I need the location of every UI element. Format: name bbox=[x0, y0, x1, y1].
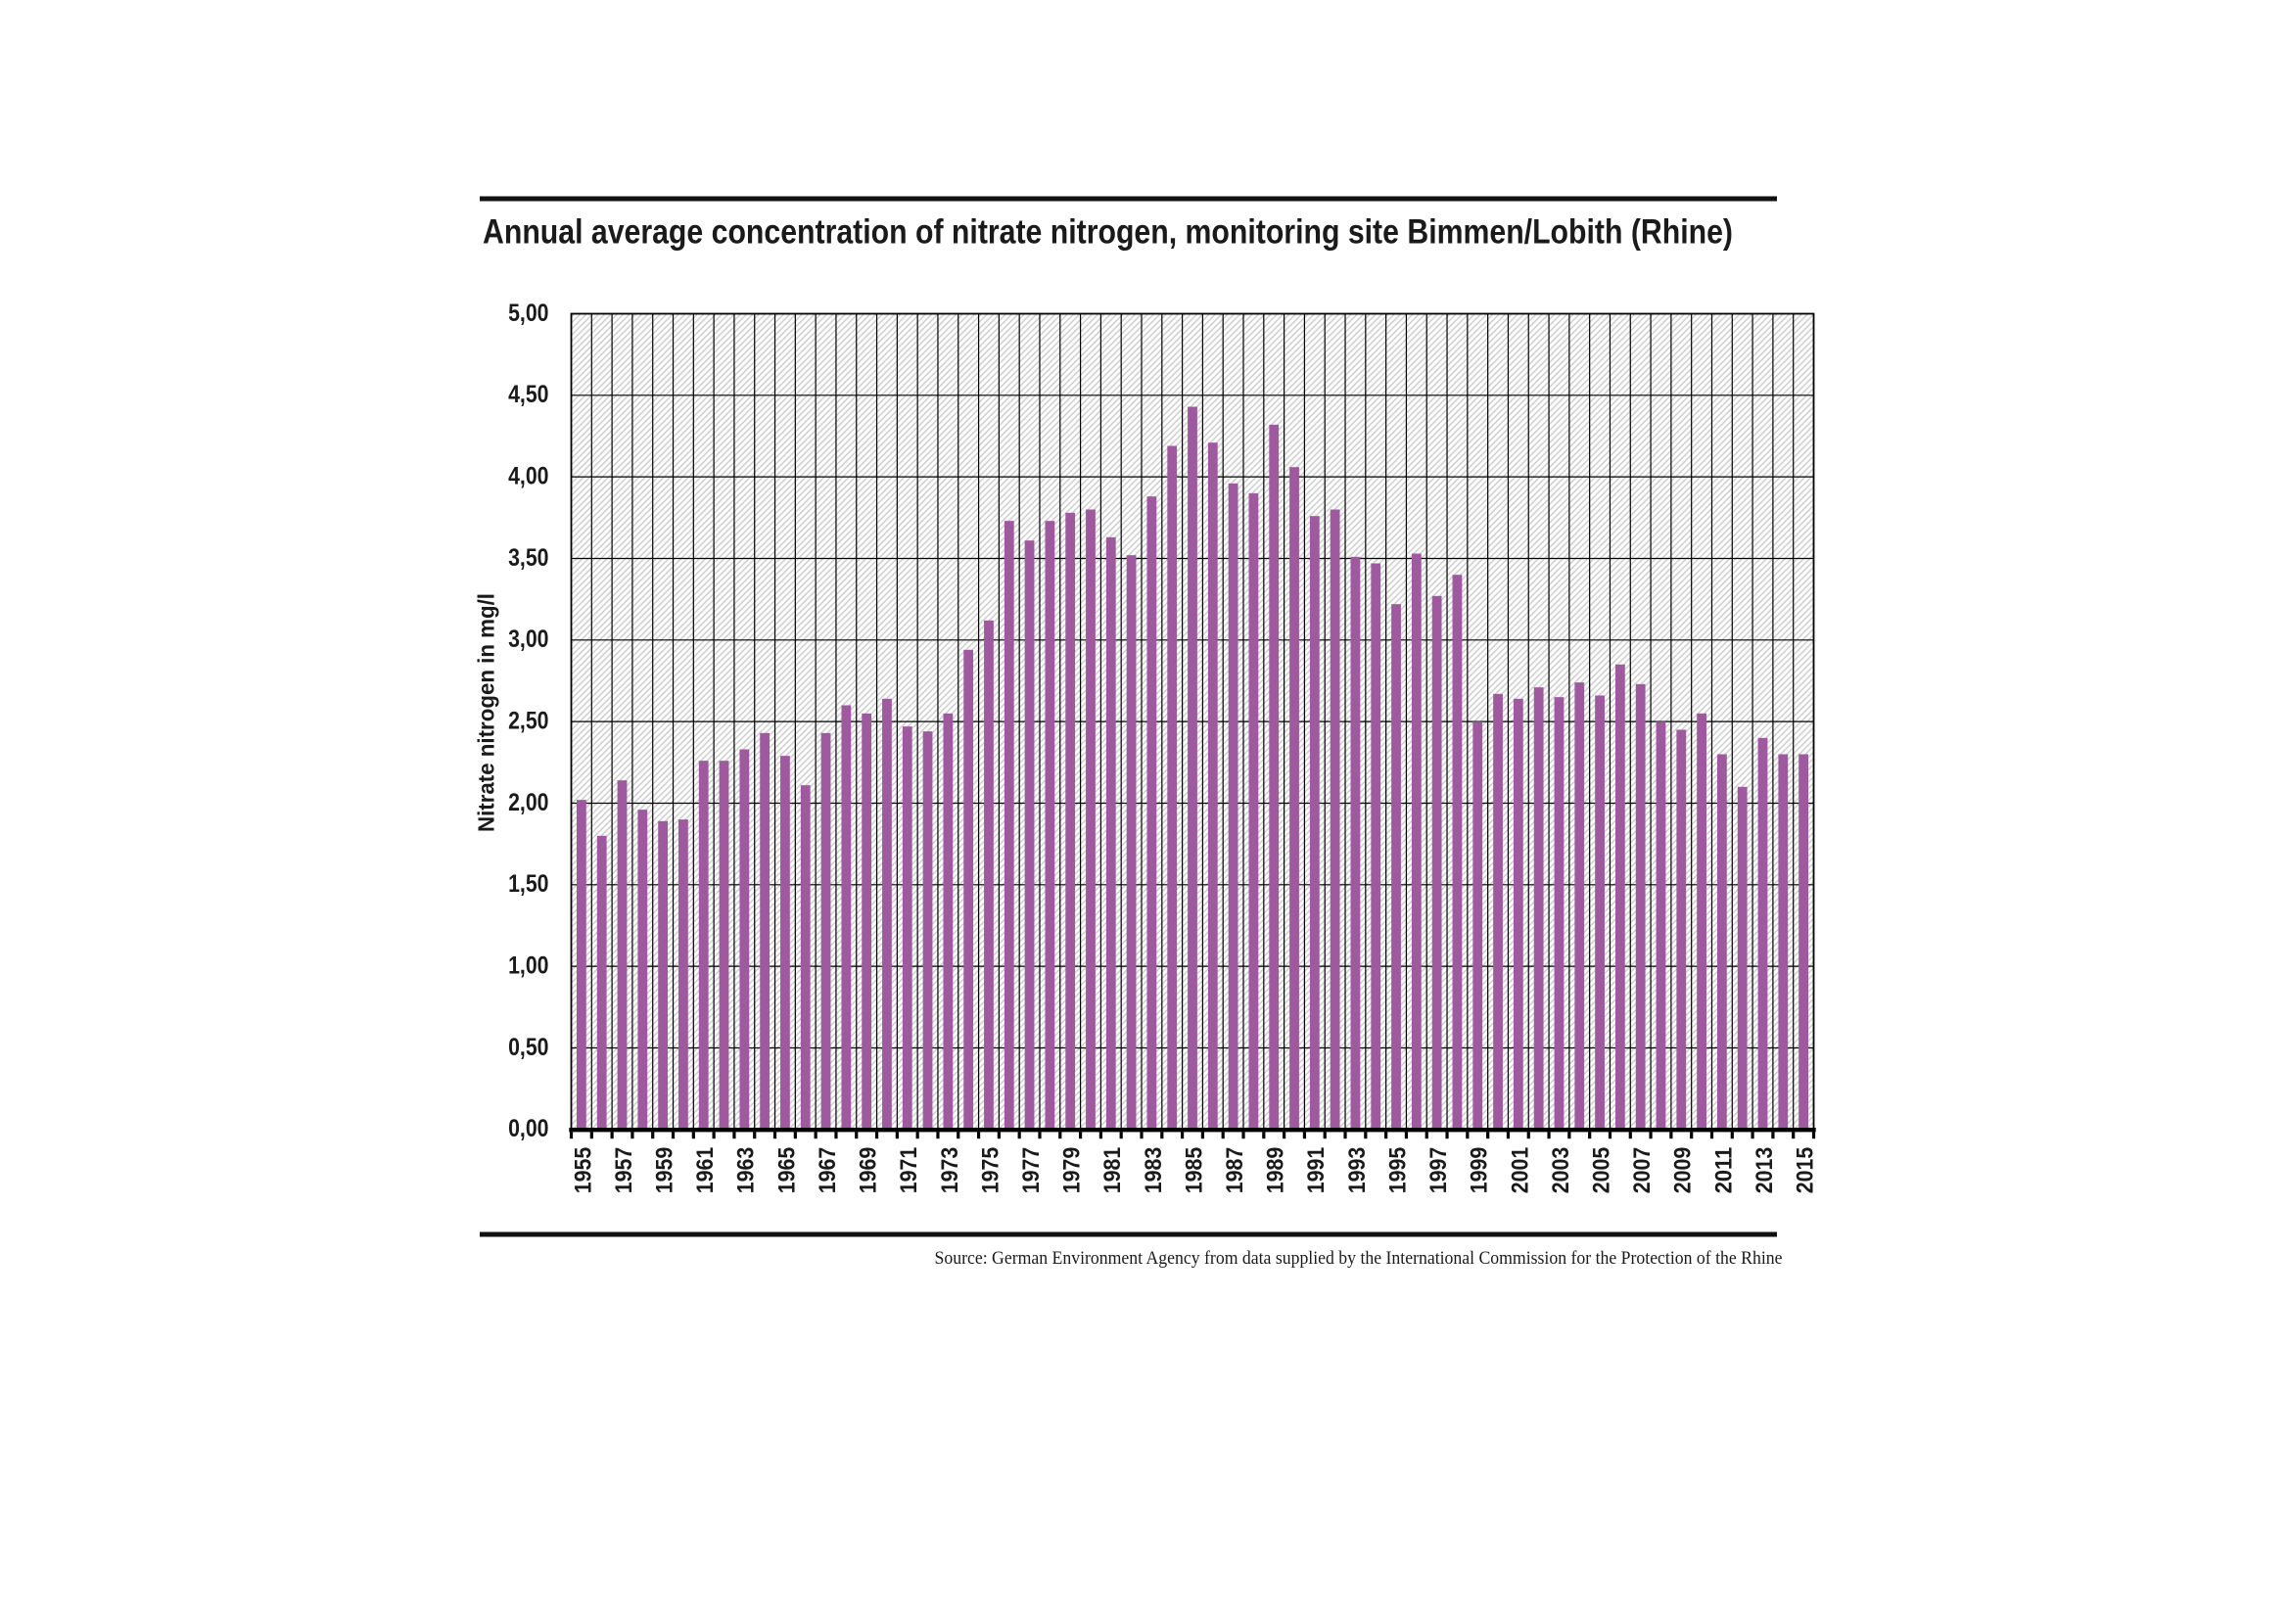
svg-text:1981: 1981 bbox=[1099, 1147, 1126, 1194]
svg-text:2011: 2011 bbox=[1710, 1147, 1737, 1194]
svg-text:1969: 1969 bbox=[856, 1147, 882, 1194]
svg-text:1993: 1993 bbox=[1344, 1147, 1371, 1194]
svg-text:1989: 1989 bbox=[1263, 1147, 1289, 1194]
svg-text:1973: 1973 bbox=[937, 1147, 963, 1194]
svg-text:Annual average concentration o: Annual average concentration of nitrate … bbox=[483, 213, 1733, 252]
svg-text:3,00: 3,00 bbox=[508, 626, 548, 653]
svg-text:3,50: 3,50 bbox=[508, 544, 548, 572]
svg-text:1,00: 1,00 bbox=[508, 952, 548, 980]
svg-text:2007: 2007 bbox=[1629, 1147, 1656, 1194]
svg-text:2015: 2015 bbox=[1793, 1147, 1819, 1194]
svg-text:Nitrate nitrogen in mg/l: Nitrate nitrogen in mg/l bbox=[474, 593, 499, 832]
svg-text:1959: 1959 bbox=[652, 1147, 678, 1194]
svg-text:2,50: 2,50 bbox=[508, 708, 548, 735]
svg-text:Source: German Environment Age: Source: German Environment Agency from d… bbox=[935, 1248, 1783, 1269]
svg-text:2013: 2013 bbox=[1752, 1147, 1778, 1194]
svg-text:4,00: 4,00 bbox=[508, 463, 548, 490]
svg-text:1971: 1971 bbox=[896, 1147, 922, 1194]
svg-text:1967: 1967 bbox=[815, 1147, 841, 1194]
svg-text:2005: 2005 bbox=[1588, 1147, 1614, 1194]
svg-text:1961: 1961 bbox=[692, 1147, 719, 1194]
svg-text:1965: 1965 bbox=[773, 1147, 800, 1194]
svg-text:1999: 1999 bbox=[1467, 1147, 1493, 1194]
svg-text:1979: 1979 bbox=[1059, 1147, 1086, 1194]
svg-text:1995: 1995 bbox=[1384, 1147, 1411, 1194]
svg-text:0,50: 0,50 bbox=[508, 1034, 548, 1061]
svg-text:1985: 1985 bbox=[1181, 1147, 1207, 1194]
svg-text:0,00: 0,00 bbox=[508, 1115, 548, 1142]
svg-text:1977: 1977 bbox=[1018, 1147, 1045, 1194]
svg-text:2001: 2001 bbox=[1507, 1147, 1533, 1194]
svg-text:1987: 1987 bbox=[1222, 1147, 1248, 1194]
svg-text:4,50: 4,50 bbox=[508, 381, 548, 408]
svg-text:1991: 1991 bbox=[1303, 1147, 1330, 1194]
svg-text:2009: 2009 bbox=[1670, 1147, 1697, 1194]
svg-text:2,00: 2,00 bbox=[508, 789, 548, 816]
svg-text:1963: 1963 bbox=[733, 1147, 760, 1194]
svg-text:1997: 1997 bbox=[1425, 1147, 1452, 1194]
svg-text:1955: 1955 bbox=[570, 1147, 596, 1194]
svg-text:1983: 1983 bbox=[1141, 1147, 1167, 1194]
svg-text:1,50: 1,50 bbox=[508, 870, 548, 898]
svg-text:1975: 1975 bbox=[977, 1147, 1004, 1194]
svg-text:2003: 2003 bbox=[1548, 1147, 1574, 1194]
svg-text:5,00: 5,00 bbox=[508, 300, 548, 327]
svg-text:1957: 1957 bbox=[611, 1147, 637, 1194]
